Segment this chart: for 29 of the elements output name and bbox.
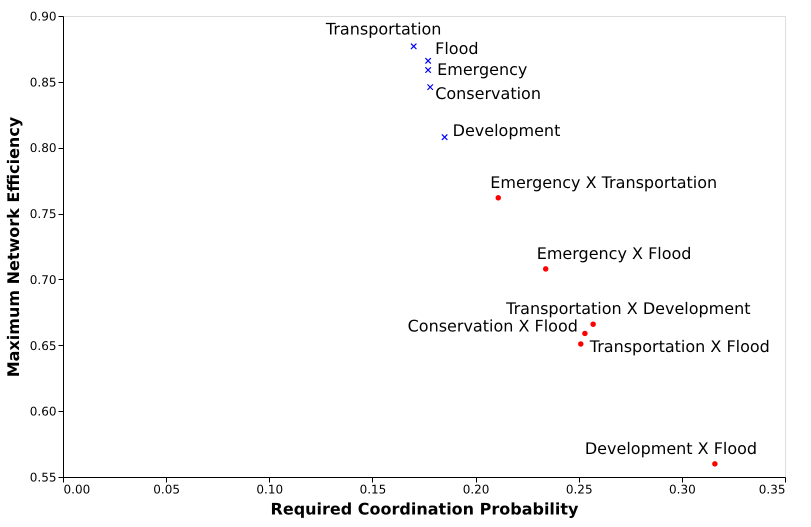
- y-tick-label: 0.80: [30, 141, 56, 156]
- y-tick-label: 0.55: [30, 470, 56, 484]
- y-tick-label: 0.85: [30, 75, 56, 90]
- annotation: Development X Flood: [584, 438, 758, 458]
- annotation: Transportation X Flood: [588, 336, 770, 356]
- annotation: Transportation X Development: [505, 299, 751, 318]
- annotation: Conservation X Flood: [408, 316, 578, 336]
- annotation: Emergency: [437, 60, 528, 80]
- annotation: Development: [452, 121, 560, 140]
- y-tick-label: 0.60: [30, 404, 56, 419]
- x-tick-label: 0.15: [360, 482, 386, 496]
- annotation: Transportation: [324, 19, 442, 38]
- annotation: Conservation: [435, 84, 541, 104]
- y-axis-title: Maximum Network Efficiency: [4, 116, 23, 378]
- annotation: Emergency X Flood: [536, 244, 692, 263]
- x-axis-title: Required Coordination Probability: [270, 500, 580, 518]
- x-tick-label: 0.05: [153, 482, 180, 496]
- x-tick-label: 0.35: [758, 482, 786, 496]
- y-tick-label: 0.70: [30, 272, 56, 287]
- y-tick-label: 0.75: [30, 207, 56, 222]
- x-tick-label: 0.00: [64, 482, 90, 496]
- x-tick-label: 0.10: [256, 482, 284, 496]
- x-tick-label: 0.20: [462, 482, 490, 496]
- y-tick-label: 0.90: [30, 10, 56, 24]
- x-tick-label: 0.25: [566, 482, 593, 496]
- annotation: Flood: [435, 38, 479, 58]
- annotation: Emergency X Transportation: [490, 172, 718, 192]
- x-tick-label: 0.30: [669, 482, 696, 496]
- y-tick-label: 0.65: [30, 338, 56, 353]
